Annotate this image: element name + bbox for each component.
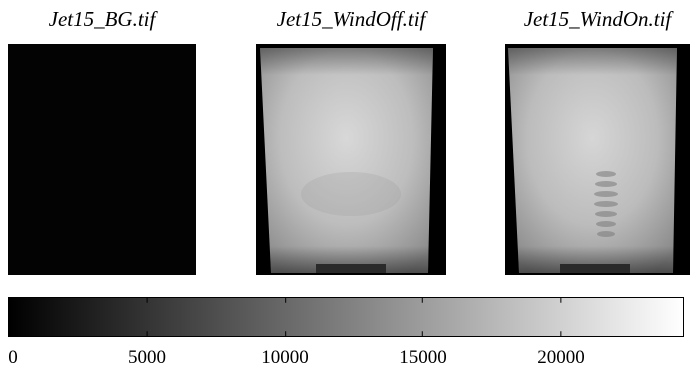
image-panel-wind-off [256, 44, 446, 275]
image-panel-wind-on [505, 44, 690, 275]
colorbar-tick-15000: 15000 [399, 347, 447, 368]
panel-title-wind-on: Jet15_WindOn.tif [523, 7, 672, 31]
wind-off-image [256, 44, 446, 275]
colorbar-tick-10000: 10000 [261, 347, 309, 368]
colorbar-tick-5000: 5000 [128, 347, 166, 368]
colorbar-tick-20000: 20000 [537, 347, 585, 368]
image-panel-bg [8, 44, 196, 275]
colorbar [8, 297, 684, 337]
panel-title-bg: Jet15_BG.tif [48, 7, 156, 31]
colorbar-gradient [9, 298, 683, 336]
panel-title-wind-off: Jet15_WindOff.tif [276, 7, 426, 31]
colorbar-tick-0: 0 [8, 347, 18, 368]
wind-on-image [505, 44, 690, 275]
